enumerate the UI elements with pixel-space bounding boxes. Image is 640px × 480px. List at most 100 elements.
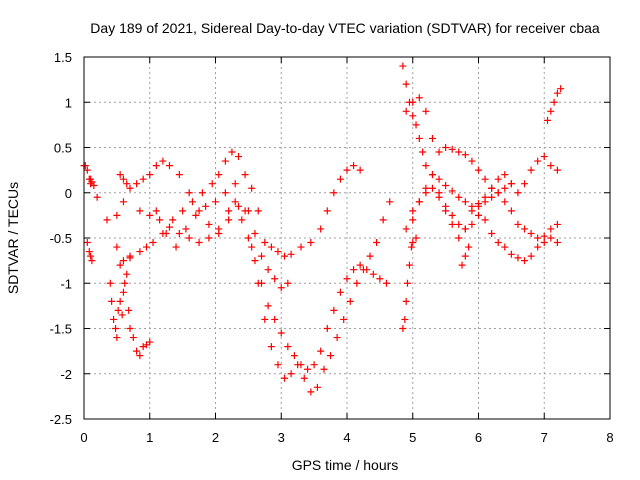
- data-point: [215, 225, 223, 233]
- data-point: [550, 98, 558, 106]
- data-point: [307, 239, 315, 247]
- data-point: [514, 254, 522, 262]
- data-point: [110, 315, 118, 323]
- data-point: [540, 232, 548, 240]
- data-point: [185, 189, 193, 197]
- data-point: [475, 211, 482, 219]
- data-point: [409, 239, 417, 247]
- data-point: [409, 98, 417, 106]
- data-point: [294, 361, 302, 369]
- data-point: [494, 175, 502, 183]
- data-point: [501, 198, 509, 206]
- data-point: [527, 166, 535, 174]
- data-point: [402, 80, 410, 88]
- data-point: [126, 325, 134, 332]
- data-point: [461, 252, 469, 260]
- data-point: [221, 157, 229, 165]
- data-point: [448, 145, 456, 153]
- data-point: [330, 306, 338, 314]
- data-point: [228, 148, 236, 156]
- data-point: [320, 365, 328, 373]
- data-point: [350, 162, 358, 170]
- data-point: [241, 171, 249, 179]
- data-point: [267, 343, 275, 351]
- data-point: [481, 216, 489, 224]
- data-point: [501, 184, 509, 192]
- data-point: [271, 315, 279, 323]
- data-point: [113, 243, 121, 251]
- data-point: [307, 388, 315, 396]
- data-point: [527, 229, 535, 237]
- data-point: [149, 239, 157, 247]
- data-point: [534, 234, 542, 242]
- data-point: [409, 216, 417, 224]
- data-point: [448, 211, 456, 219]
- y-tick-label: 1.5: [54, 50, 72, 65]
- data-point: [386, 198, 394, 206]
- data-point: [175, 229, 183, 237]
- data-point: [248, 184, 256, 192]
- x-tick-label: 3: [278, 430, 285, 445]
- data-point: [267, 243, 275, 251]
- data-point: [202, 202, 210, 210]
- data-point: [412, 121, 420, 129]
- data-point: [317, 225, 325, 233]
- data-point: [379, 216, 387, 224]
- y-tick-label: 0.5: [54, 141, 72, 156]
- data-point: [448, 187, 456, 195]
- data-point: [501, 243, 509, 251]
- data-point: [435, 175, 443, 183]
- data-point: [369, 270, 377, 278]
- data-point: [205, 220, 213, 228]
- data-point: [119, 175, 127, 183]
- data-point: [162, 229, 170, 237]
- x-axis-title: GPS time / hours: [292, 457, 399, 473]
- data-point: [116, 171, 124, 179]
- grid-lines: [84, 57, 610, 419]
- data-point: [310, 361, 318, 369]
- data-point: [146, 171, 154, 179]
- data-point: [195, 239, 203, 247]
- data-point: [284, 343, 292, 351]
- data-point: [333, 334, 341, 342]
- y-tick-label: 0: [65, 186, 72, 201]
- data-point: [547, 234, 555, 242]
- data-point: [83, 166, 91, 174]
- data-point: [175, 171, 183, 179]
- data-point: [422, 184, 430, 192]
- data-point: [304, 365, 312, 373]
- data-point: [290, 352, 298, 360]
- data-point: [323, 207, 331, 215]
- x-tick-label: 2: [212, 430, 219, 445]
- data-point: [376, 275, 384, 283]
- data-point: [287, 370, 295, 378]
- data-point: [90, 182, 98, 190]
- y-tick-label: -2.5: [50, 412, 72, 427]
- data-point: [458, 261, 466, 269]
- data-point: [521, 257, 529, 265]
- data-point: [501, 171, 509, 179]
- data-point: [152, 207, 160, 215]
- data-point: [169, 216, 177, 224]
- data-point: [208, 180, 216, 188]
- data-point: [455, 193, 463, 201]
- data-point: [129, 334, 137, 342]
- data-point: [409, 207, 417, 215]
- data-point: [271, 275, 279, 283]
- data-point: [254, 207, 262, 215]
- data-point: [402, 107, 410, 115]
- data-point: [284, 279, 292, 287]
- series-track-f: [402, 94, 561, 242]
- data-point: [152, 162, 160, 170]
- data-point: [85, 248, 93, 256]
- data-point: [81, 162, 89, 170]
- data-point: [114, 306, 122, 314]
- series-track-c: [116, 198, 390, 373]
- data-point: [231, 198, 239, 206]
- data-point: [142, 243, 150, 251]
- x-tick-labels: 0 1 2 3 4 5 6 7 8: [80, 430, 613, 445]
- data-point: [415, 134, 423, 142]
- data-point: [264, 302, 272, 310]
